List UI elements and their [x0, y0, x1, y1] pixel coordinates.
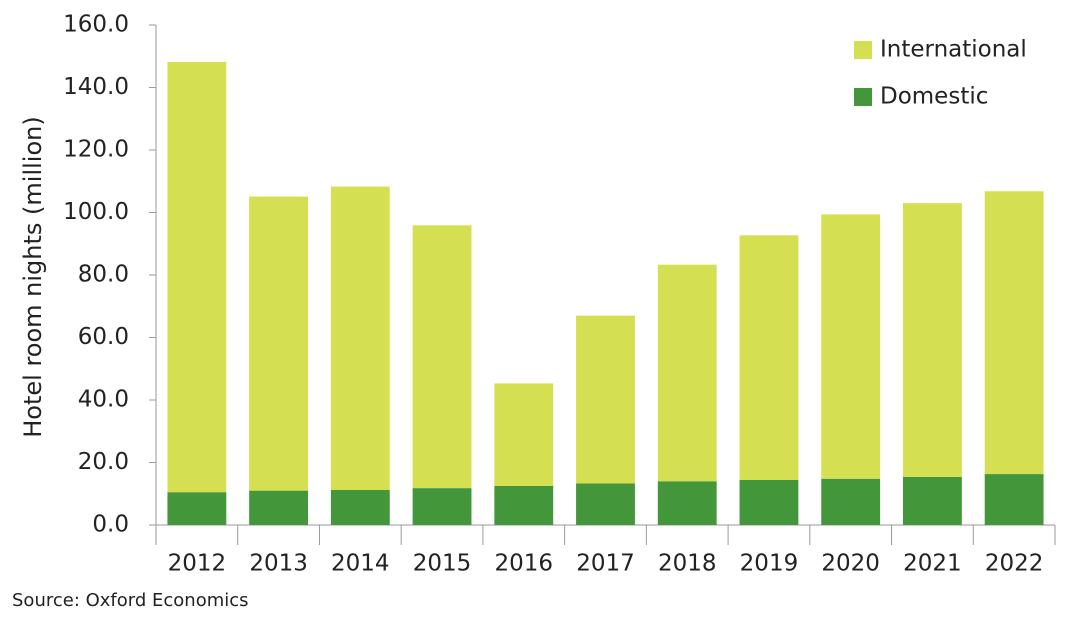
y-axis-title: Hotel room nights (million)	[19, 116, 47, 437]
y-tick-label: 80.0	[78, 262, 129, 288]
bar-international-2012	[167, 61, 227, 493]
y-tick-label: 140.0	[63, 74, 129, 100]
x-tick-label: 2012	[168, 551, 227, 577]
source-note: Source: Oxford Economics	[12, 590, 249, 611]
bar-international-2014	[330, 186, 390, 490]
x-tick-label: 2020	[821, 551, 880, 577]
bar-international-2021	[902, 203, 962, 477]
bar-domestic-2021	[902, 476, 962, 525]
y-tick-label: 160.0	[63, 12, 129, 38]
x-tick-label: 2021	[903, 551, 962, 577]
x-tick-label: 2015	[413, 551, 472, 577]
bar-international-2020	[821, 214, 881, 479]
bar-domestic-2012	[167, 492, 227, 525]
x-tick-label: 2022	[985, 551, 1044, 577]
y-axis: 0.0 20.0 40.0 60.0 80.0 100.0 120.0 140.0 160.0	[63, 12, 157, 538]
bar-domestic-2018	[657, 481, 717, 525]
x-tick-label: 2017	[576, 551, 635, 577]
bar-international-2016	[494, 383, 554, 486]
bar-domestic-2019	[739, 480, 799, 525]
legend-label-international: International	[880, 37, 1027, 63]
bar-domestic-2020	[821, 478, 881, 525]
bar-domestic-2015	[412, 488, 472, 525]
legend-swatch-international	[854, 41, 872, 59]
x-tick-label: 2013	[249, 551, 308, 577]
bar-international-2019	[739, 235, 799, 480]
legend-label-domestic: Domestic	[880, 84, 988, 110]
bar-international-2022	[984, 191, 1044, 475]
x-axis: 2012 2013 2014 2015 2016 2017 2018 2019 2020 2021…	[155, 524, 1056, 577]
y-tick-label: 20.0	[78, 449, 129, 475]
bar-international-2017	[576, 315, 635, 484]
y-tick-label: 60.0	[78, 324, 129, 350]
legend: International Domestic	[854, 37, 1027, 110]
bar-international-2013	[249, 196, 309, 491]
legend-swatch-domestic	[854, 88, 872, 106]
x-tick-label: 2016	[494, 551, 553, 577]
bar-international-2018	[657, 264, 717, 482]
x-tick-label: 2019	[740, 551, 799, 577]
bars	[167, 61, 1044, 525]
bar-international-2015	[412, 225, 472, 489]
x-tick-label: 2018	[658, 551, 717, 577]
bar-domestic-2022	[984, 474, 1044, 525]
y-tick-label: 40.0	[78, 387, 129, 413]
x-tick-label: 2014	[331, 551, 390, 577]
y-tick-label: 120.0	[63, 137, 129, 163]
y-tick-label: 100.0	[63, 199, 129, 225]
y-tick-label: 0.0	[92, 512, 129, 538]
bar-domestic-2016	[494, 485, 554, 525]
bar-domestic-2014	[330, 490, 390, 525]
bar-domestic-2017	[576, 483, 635, 525]
bar-domestic-2013	[249, 490, 309, 525]
